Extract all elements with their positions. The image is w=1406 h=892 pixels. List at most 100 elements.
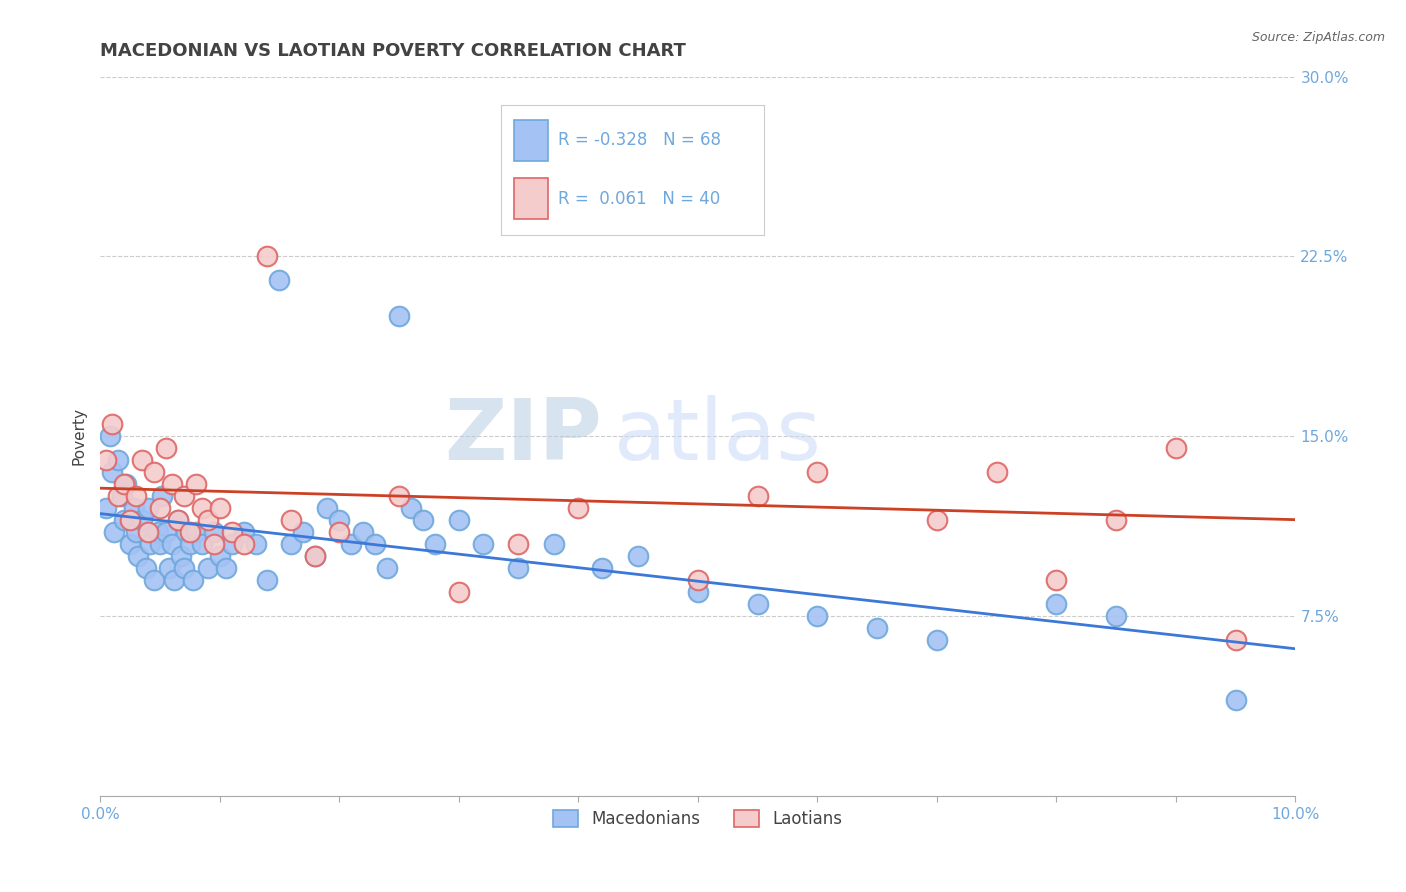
Point [115, 477, 138, 491]
Point [202, 537, 225, 551]
Point [508, 561, 530, 575]
Point [125, 489, 148, 503]
Point [184, 477, 207, 491]
Point [166, 513, 188, 527]
Point [447, 585, 470, 599]
Point [214, 561, 236, 575]
Point [304, 549, 326, 564]
Point [163, 573, 186, 587]
Point [508, 537, 530, 551]
Point [316, 501, 339, 516]
Point [139, 537, 162, 551]
Point [591, 561, 613, 575]
Point [280, 537, 302, 551]
Point [174, 525, 197, 540]
Point [146, 525, 169, 540]
Point [256, 573, 278, 587]
Point [170, 549, 193, 564]
Point [388, 489, 411, 503]
Point [173, 489, 195, 503]
Point [269, 273, 291, 287]
Point [292, 525, 315, 540]
Point [280, 513, 302, 527]
Point [1045, 597, 1067, 611]
Point [160, 537, 183, 551]
Point [125, 525, 148, 540]
Point [423, 537, 446, 551]
Point [328, 525, 350, 540]
Point [150, 489, 173, 503]
Point [190, 537, 212, 551]
Point [747, 597, 769, 611]
Point [159, 561, 181, 575]
Point [111, 489, 134, 503]
Point [142, 573, 165, 587]
Point [127, 549, 149, 564]
Point [866, 621, 889, 635]
Point [136, 501, 159, 516]
Point [103, 525, 125, 540]
Point [112, 477, 135, 491]
Text: MACEDONIAN VS LAOTIAN POVERTY CORRELATION CHART: MACEDONIAN VS LAOTIAN POVERTY CORRELATIO… [100, 42, 686, 60]
Point [686, 573, 709, 587]
Point [412, 513, 434, 527]
Point [1225, 633, 1247, 648]
Point [149, 537, 172, 551]
Point [184, 525, 207, 540]
Point [399, 501, 422, 516]
Point [131, 513, 153, 527]
Point [155, 442, 177, 456]
Point [352, 525, 374, 540]
Point [166, 513, 188, 527]
Point [221, 537, 243, 551]
Point [160, 477, 183, 491]
Point [627, 129, 650, 144]
Point [232, 525, 254, 540]
Y-axis label: Poverty: Poverty [72, 408, 86, 466]
Point [328, 513, 350, 527]
Point [122, 501, 145, 516]
Point [94, 501, 117, 516]
Point [107, 489, 129, 503]
Point [925, 633, 948, 648]
Point [1105, 513, 1128, 527]
Point [364, 537, 387, 551]
Point [101, 417, 124, 432]
Point [471, 537, 494, 551]
Point [94, 453, 117, 467]
Point [986, 466, 1008, 480]
Point [256, 250, 278, 264]
Point [118, 537, 141, 551]
Point [197, 561, 219, 575]
Point [202, 525, 225, 540]
Point [208, 501, 231, 516]
Point [149, 501, 172, 516]
Legend: Macedonians, Laotians: Macedonians, Laotians [547, 803, 849, 835]
Point [101, 466, 124, 480]
Point [304, 549, 326, 564]
Text: atlas: atlas [614, 395, 823, 478]
Point [155, 525, 177, 540]
Point [135, 561, 157, 575]
Point [190, 501, 212, 516]
Point [627, 549, 650, 564]
Point [142, 466, 165, 480]
Point [806, 609, 828, 624]
Point [1105, 609, 1128, 624]
Point [98, 429, 121, 443]
Point [543, 537, 565, 551]
Point [1164, 442, 1187, 456]
Point [131, 453, 153, 467]
Point [1225, 693, 1247, 707]
Point [925, 513, 948, 527]
Point [1045, 573, 1067, 587]
Point [375, 561, 398, 575]
Point [806, 466, 828, 480]
Point [179, 537, 201, 551]
Point [112, 513, 135, 527]
Point [567, 501, 589, 516]
Point [388, 310, 411, 324]
Point [232, 537, 254, 551]
Point [221, 525, 243, 540]
Point [179, 525, 201, 540]
